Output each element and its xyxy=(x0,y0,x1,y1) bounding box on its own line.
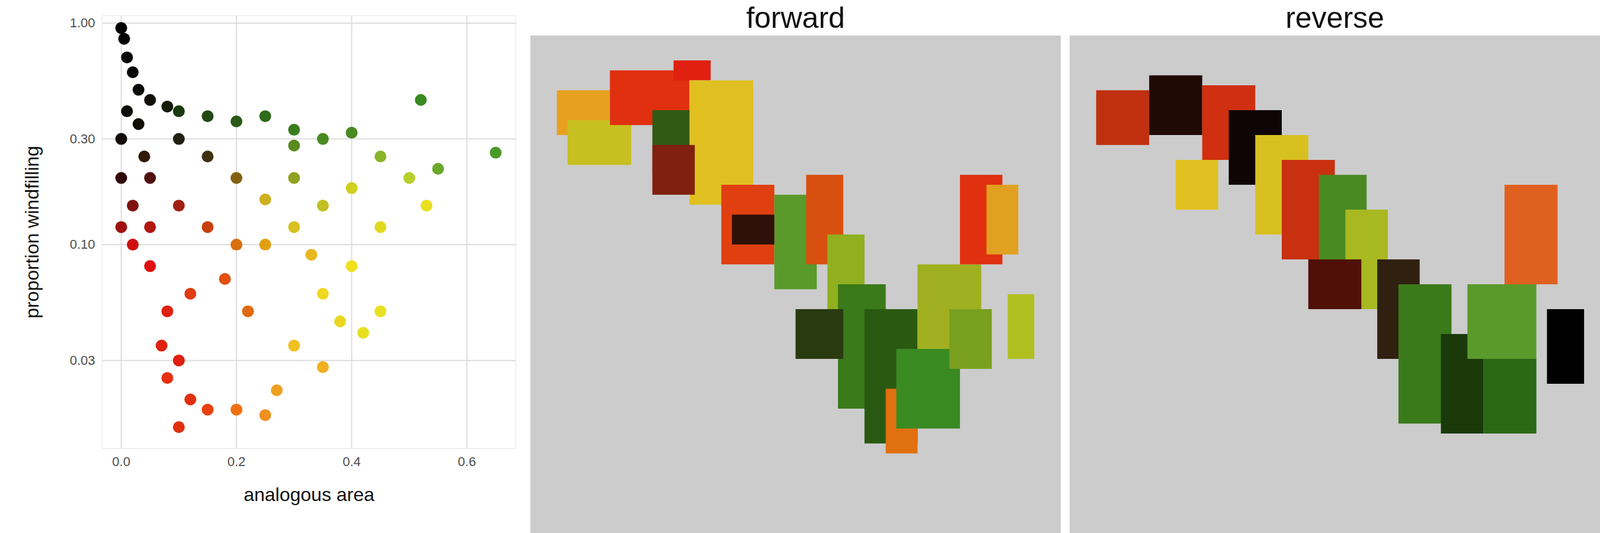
svg-text:0.0: 0.0 xyxy=(112,454,131,470)
svg-text:0.4: 0.4 xyxy=(342,454,361,470)
html-text:reverse: reverse xyxy=(1285,1,1385,35)
svg-text:0.6: 0.6 xyxy=(458,454,477,470)
svg-text:1.00: 1.00 xyxy=(69,15,96,31)
svg-text:proportion windfilling: proportion windfilling xyxy=(21,145,43,319)
svg-text:0.10: 0.10 xyxy=(69,237,96,252)
svg-text:0.2: 0.2 xyxy=(227,454,246,470)
svg-text:0.03: 0.03 xyxy=(69,353,96,368)
svg-text:0.30: 0.30 xyxy=(69,131,96,147)
html-text:forward: forward xyxy=(746,1,845,35)
svg-text:analogous area: analogous area xyxy=(243,484,375,506)
